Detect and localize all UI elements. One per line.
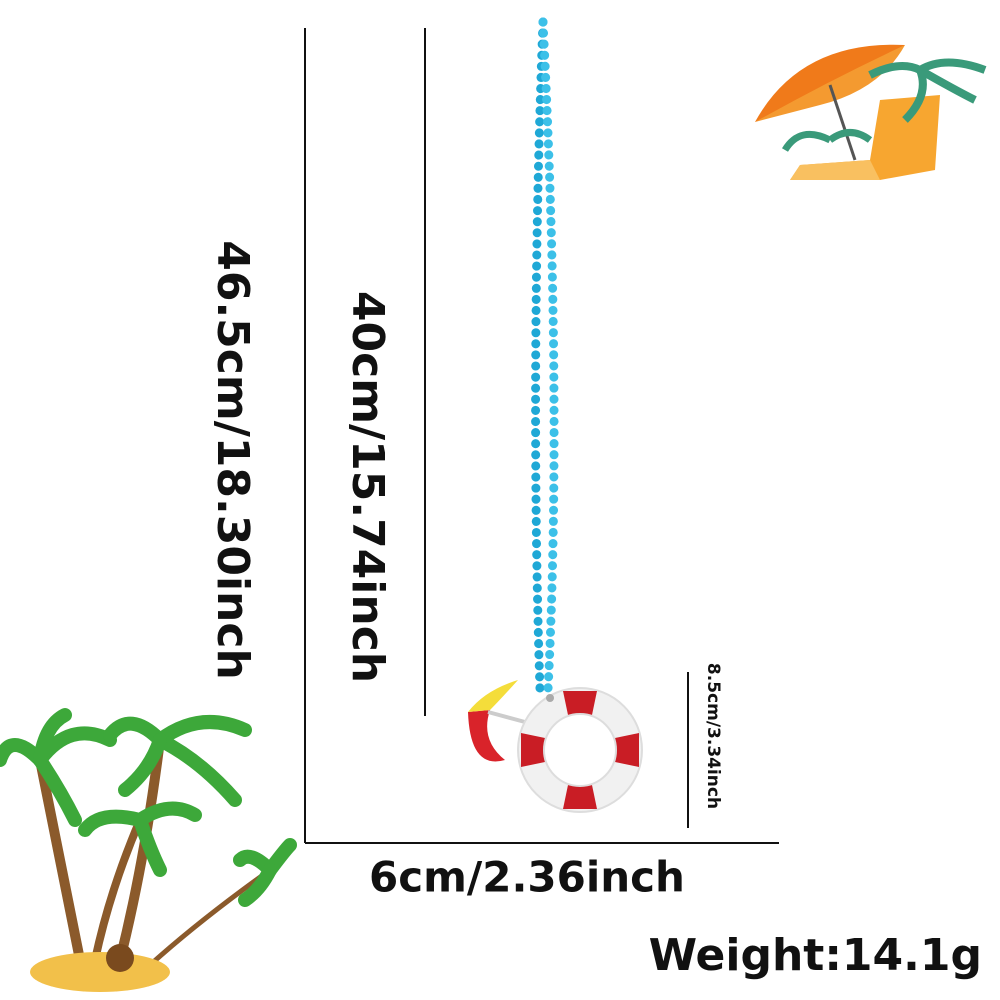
chain-length-label: 40cm/15.74inch <box>342 291 393 683</box>
total-length-label: 46.5cm/18.30inch <box>207 240 258 680</box>
umbrella-charm <box>468 680 526 762</box>
bead-chain <box>531 17 559 695</box>
palm-trees <box>0 708 297 992</box>
pendant-width-label: 6cm/2.36inch <box>369 853 685 902</box>
lifebuoy-charm <box>517 687 643 813</box>
beach-decoration <box>755 44 987 180</box>
weight-label: Weight:14.1g <box>649 930 982 981</box>
pendant-height-label: 8.5cm/3.34inch <box>703 663 723 809</box>
measure-lines <box>304 28 779 844</box>
